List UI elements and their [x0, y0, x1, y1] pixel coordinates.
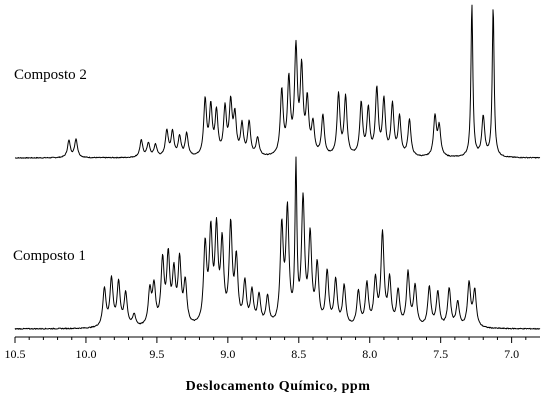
x-tick-label: 10.5 — [5, 347, 26, 361]
x-tick-label: 10.0 — [75, 347, 96, 361]
spectrum-trace-composto-1 — [14, 156, 541, 330]
x-tick-label: 9.5 — [149, 347, 164, 361]
series-label-composto-1: Composto 1 — [13, 248, 86, 264]
x-tick-label: 7.0 — [504, 347, 519, 361]
spectrum-traces — [14, 4, 541, 330]
x-tick-label: 9.0 — [220, 347, 235, 361]
x-tick-label: 7.5 — [433, 347, 448, 361]
x-axis-ticks: 10.5 10.0 9.5 9.0 8.5 8.0 7.5 7.0 — [5, 337, 527, 361]
spectrum-trace-composto-2 — [14, 4, 541, 159]
x-axis-title: Deslocamento Químico, ppm — [186, 379, 371, 394]
x-tick-label: 8.5 — [291, 347, 306, 361]
x-tick-label: 8.0 — [362, 347, 377, 361]
series-label-composto-2: Composto 2 — [14, 67, 87, 83]
